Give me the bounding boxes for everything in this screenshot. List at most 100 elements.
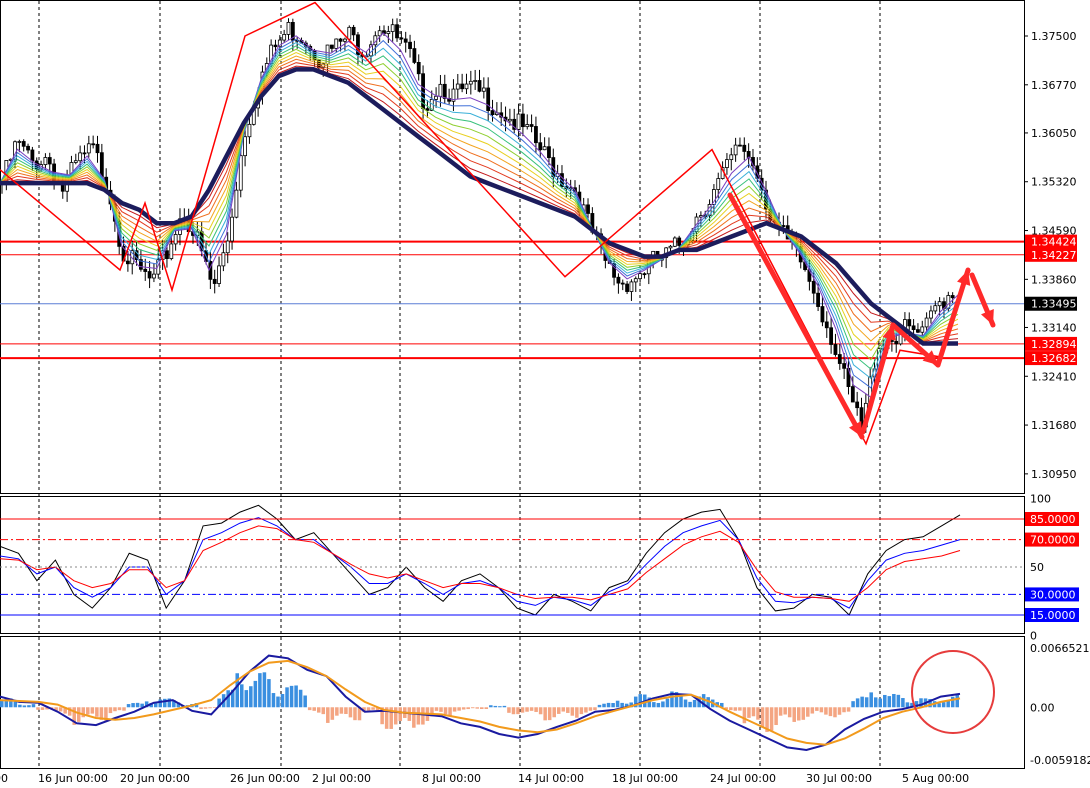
x-tick-label: 18 Jul 00:00 (612, 772, 678, 785)
x-tick-label: 5 Aug 00:00 (902, 772, 969, 785)
candle-body (738, 144, 742, 147)
macd-bar (493, 705, 498, 708)
candle-body (855, 401, 860, 409)
macd-bar (294, 685, 298, 708)
x-tick-label: 20 Jun 00:00 (120, 772, 190, 785)
candle-body (277, 39, 282, 48)
macd-bar (588, 707, 593, 711)
y-tick-label: 1.35320 (1031, 176, 1077, 189)
stochastic-level-label: 30.0000 (1030, 588, 1076, 601)
candle-body (412, 48, 417, 63)
candle-body (677, 237, 682, 246)
macd-bar (824, 707, 828, 715)
macd-bar (620, 702, 624, 708)
candle-body (438, 83, 443, 97)
macd-bar (348, 707, 353, 718)
macd-bar (837, 707, 842, 715)
macd-bar (439, 707, 443, 712)
macd-bar (45, 707, 49, 710)
macd-bar (384, 707, 389, 729)
macd-bar (72, 707, 76, 725)
macd-bar (806, 707, 810, 717)
macd-bar (579, 707, 584, 715)
y-tick-label: 1.34590 (1031, 225, 1077, 238)
macd-bar (593, 707, 597, 711)
x-tick-label: 2 Jul 00:00 (312, 772, 371, 785)
ma-fan-line (0, 55, 959, 342)
macd-bar (765, 707, 769, 732)
x-tick-label: 16 Jun 00:00 (38, 772, 108, 785)
macd-bar (398, 707, 403, 722)
candle-body (17, 141, 22, 143)
stochastic-level-tag (1025, 512, 1079, 526)
candle-body (451, 88, 456, 102)
candle-body (529, 124, 534, 127)
macd-bar (4, 698, 9, 708)
x-tick-label: 30 Jul 00:00 (806, 772, 872, 785)
macd-bar (769, 707, 774, 731)
macd-bar (76, 707, 81, 722)
macd-bar (117, 707, 122, 711)
candle-body (473, 80, 478, 82)
candle-body (408, 41, 412, 49)
macd-bar (624, 703, 629, 708)
arrow-head (848, 421, 862, 437)
x-tick-label: 26 Jun 00:00 (230, 772, 300, 785)
candle-body (833, 344, 838, 355)
candle-body (434, 95, 438, 100)
macd-bar (86, 707, 90, 715)
ma-fan-line (0, 32, 959, 399)
stochastic-level-tag (1025, 608, 1079, 622)
macd-bar (742, 707, 747, 724)
macd-bar (208, 707, 212, 709)
macd-bar (443, 707, 448, 715)
macd-bar (81, 707, 86, 718)
y-tick-label: 1.36050 (1031, 127, 1077, 140)
macd-bar (353, 707, 357, 721)
macd-bar (661, 701, 665, 708)
macd-bar (375, 707, 380, 711)
macd-bar (597, 704, 602, 708)
candle-body (273, 44, 278, 48)
price-levels (0, 240, 1024, 360)
macd-bar (448, 707, 452, 716)
macd-bar (303, 695, 307, 708)
macd-bar (149, 702, 153, 708)
macd-bar (27, 705, 31, 708)
macd-bar (883, 694, 887, 708)
macd-bar (919, 698, 923, 708)
stochastic-level-label: 15.0000 (1030, 609, 1076, 622)
candle-body (468, 80, 473, 85)
price-tag-bg (1025, 296, 1077, 311)
macd-bar (796, 707, 801, 721)
macd-bar (778, 707, 783, 716)
price-axis: 1.37500 1.36770 1.36050 1.35320 1.34590 1.338… (1024, 30, 1077, 481)
candle-body (829, 327, 834, 345)
macd-bar (860, 696, 864, 708)
macd-bar (131, 703, 135, 708)
macd-bar (941, 702, 946, 708)
candle-body (933, 305, 938, 312)
stochastic-lines (0, 504, 961, 616)
candle-body (139, 259, 143, 270)
macd-bar (864, 697, 869, 708)
candle-body (230, 216, 234, 242)
candle-body (490, 110, 495, 115)
candle-body (78, 152, 83, 162)
candle-body (850, 386, 855, 403)
candle-body (225, 240, 230, 254)
candle-body (377, 30, 382, 37)
macd-bar (842, 707, 846, 713)
candle-body (586, 204, 590, 214)
candle-body (729, 154, 734, 161)
arrow-head (957, 270, 971, 286)
macd-bar (679, 695, 683, 708)
macd-bar (113, 707, 117, 712)
macd-bar (846, 707, 851, 712)
macd-bar (534, 707, 538, 712)
candle-body (143, 268, 148, 272)
macd-bar (466, 707, 470, 710)
price-tag-bg (1025, 247, 1077, 262)
macd-bar (63, 707, 67, 714)
macd-bar (452, 707, 457, 712)
